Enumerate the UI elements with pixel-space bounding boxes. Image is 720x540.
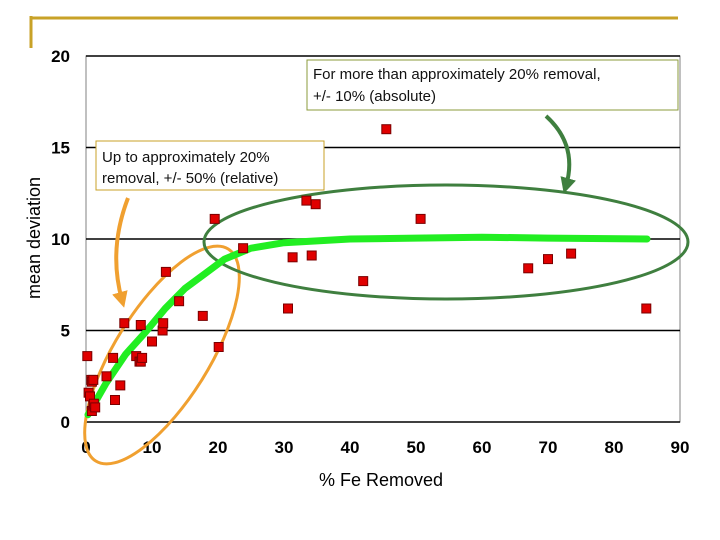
annotation-right-line-2: +/- 10% (absolute): [313, 88, 436, 105]
y-tick-label: 15: [51, 139, 70, 158]
x-tick-label: 20: [209, 438, 228, 457]
data-point: [283, 303, 293, 314]
data-point: [90, 402, 101, 413]
data-point: [108, 352, 119, 363]
x-tick-label: 80: [605, 438, 624, 457]
data-point: [381, 124, 392, 135]
x-axis-title: % Fe Removed: [319, 470, 443, 490]
data-point: [213, 342, 224, 352]
y-tick-label: 20: [51, 47, 70, 66]
x-tick-label: 90: [671, 438, 690, 457]
data-point: [310, 199, 321, 210]
slide-accent: [29, 16, 678, 48]
data-point: [301, 195, 312, 206]
annotation-left-line-2: removal, +/- 50% (relative): [102, 170, 278, 187]
x-tick-label: 50: [407, 438, 426, 457]
x-tick-label: 70: [539, 438, 558, 457]
y-tick-labels: 0 5 10 15 20: [51, 47, 70, 432]
annotation-right-box: [306, 59, 679, 111]
data-point: [641, 303, 652, 314]
y-axis-title: mean deviation: [24, 177, 44, 299]
annotation-right-line-1: For more than approximately 20% removal,: [313, 66, 601, 83]
x-tick-label: 40: [341, 438, 360, 457]
right-region-ellipse: [202, 183, 690, 301]
data-point: [174, 296, 185, 307]
x-tick-label: 60: [473, 438, 492, 457]
left-region-ellipse: [83, 244, 241, 466]
right-arrow: [544, 114, 576, 194]
data-point: [115, 380, 126, 391]
data-point: [287, 252, 298, 263]
data-point: [137, 352, 148, 363]
annotation-left-box: [95, 140, 325, 191]
data-point: [523, 263, 534, 274]
trend-line: [84, 233, 651, 419]
y-tick-label: 10: [51, 230, 70, 249]
data-point: [147, 336, 157, 347]
data-point: [238, 243, 249, 254]
data-point: [306, 250, 317, 261]
data-point: [110, 395, 120, 405]
data-markers: [82, 124, 652, 416]
data-point: [101, 371, 112, 382]
y-tick-label: 5: [61, 322, 70, 341]
x-tick-labels: 0 10 20 30 40 50 60 70 80 90: [81, 438, 689, 457]
data-point: [197, 310, 208, 321]
data-point: [358, 276, 369, 287]
data-point: [209, 213, 220, 224]
x-tick-label: 30: [275, 438, 294, 457]
data-point: [543, 254, 553, 265]
data-point: [88, 374, 99, 385]
data-point: [158, 318, 169, 329]
data-point: [135, 320, 146, 330]
data-point: [160, 266, 171, 277]
left-arrow: [112, 197, 130, 308]
data-point: [415, 213, 426, 224]
data-point: [566, 248, 577, 259]
data-point: [82, 351, 93, 362]
y-tick-label: 0: [61, 413, 70, 432]
annotation-left: Up to approximately 20% removal, +/- 50%…: [95, 140, 325, 191]
data-point: [119, 318, 130, 329]
annotation-right: For more than approximately 20% removal,…: [306, 59, 679, 111]
annotation-left-line-1: Up to approximately 20%: [102, 149, 270, 166]
